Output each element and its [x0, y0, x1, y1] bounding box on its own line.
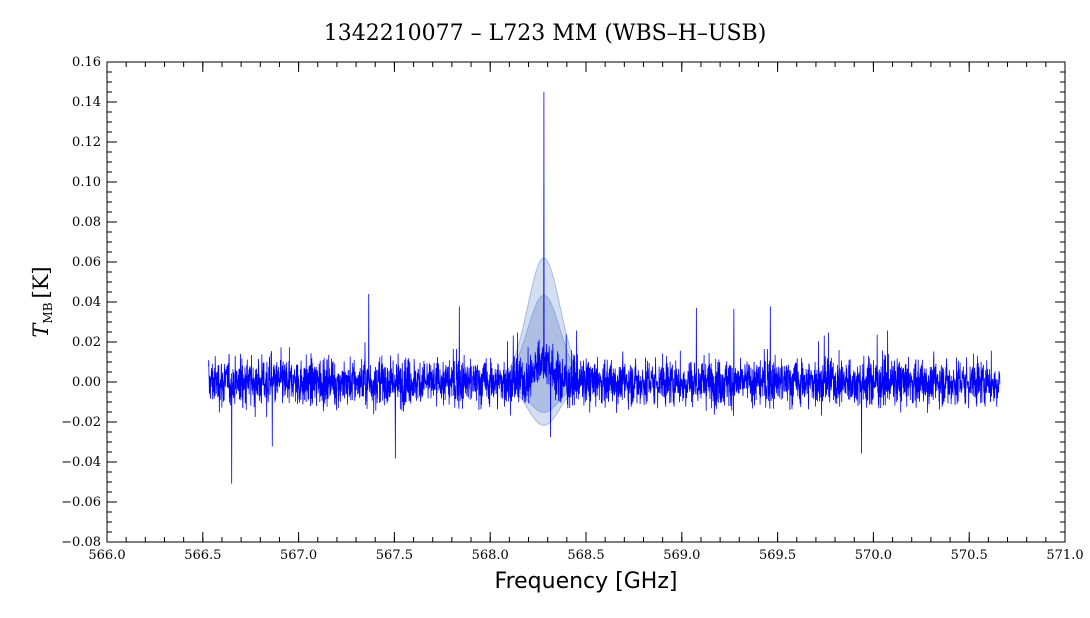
y-axis-label-unit: [K] — [29, 266, 53, 298]
y-tick-label: 0.16 — [72, 55, 101, 70]
y-tick-label: −0.08 — [61, 535, 101, 550]
y-tick-label: 0.12 — [72, 135, 101, 150]
x-tick-label: 569.0 — [663, 548, 700, 563]
y-tick-label: 0.14 — [72, 95, 101, 110]
plot-area — [106, 61, 1066, 543]
x-tick-label: 570.5 — [951, 548, 988, 563]
series-layer — [208, 91, 1001, 484]
x-axis-label: Frequency [GHz] — [495, 569, 678, 594]
spectrum-line — [208, 91, 1001, 484]
y-tick-label: −0.06 — [61, 495, 101, 510]
x-axis: 566.0 566.5 567.0 567.5 568.0 568.5 569.0 569.5… — [88, 62, 1084, 563]
y-tick-label: −0.02 — [61, 415, 101, 430]
y-axis-label: TMB [K] — [29, 266, 55, 337]
y-axis-label-main: T — [29, 322, 53, 338]
y-tick-label: 0.00 — [72, 375, 101, 390]
y-axis: −0.08 −0.06 −0.04 −0.02 0.00 0.02 0.04 0.06 0.08… — [61, 55, 1065, 550]
x-tick-label: 568.0 — [472, 548, 509, 563]
y-tick-label: 0.06 — [72, 255, 101, 270]
x-tick-label: 567.5 — [376, 548, 413, 563]
y-tick-label: 0.10 — [72, 175, 101, 190]
x-tick-label: 567.0 — [280, 548, 317, 563]
x-tick-label: 569.5 — [759, 548, 796, 563]
x-tick-label: 566.0 — [88, 548, 125, 563]
y-tick-label: 0.02 — [72, 335, 101, 350]
plot-frame — [106, 61, 1066, 543]
x-tick-label: 566.5 — [184, 548, 221, 563]
y-tick-label: −0.04 — [61, 455, 101, 470]
x-tick-label: 568.5 — [567, 548, 604, 563]
x-tick-label: 571.0 — [1046, 548, 1083, 563]
y-tick-label: 0.04 — [72, 295, 101, 310]
chart-title: 1342210077 – L723 MM (WBS–H–USB) — [324, 21, 767, 46]
y-tick-label: 0.08 — [72, 215, 101, 230]
x-tick-label: 570.0 — [855, 548, 892, 563]
y-axis-label-sub: MB — [41, 302, 55, 323]
